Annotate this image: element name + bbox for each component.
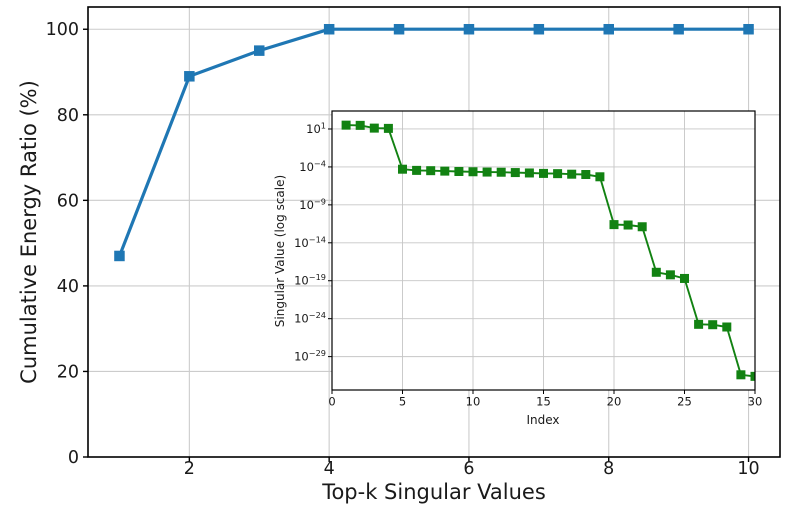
inset-y-tick-label: 10−29	[294, 348, 326, 364]
inset-data-marker	[355, 120, 365, 130]
inset-data-marker	[398, 164, 407, 174]
inset-x-tick-label: 15	[536, 395, 551, 409]
inset-y-tick-label: 10−19	[294, 272, 326, 288]
inset-y-axis-label: Singular Value (log scale)	[273, 175, 287, 327]
inset-y-tick-label: 10−14	[294, 234, 326, 250]
main-x-tick-label: 6	[463, 459, 474, 479]
inset-data-marker	[524, 168, 534, 178]
inset-data-marker	[708, 320, 718, 330]
main-y-tick-label: 20	[57, 362, 79, 382]
inset-x-tick-label: 25	[677, 395, 692, 409]
inset-x-tick-label: 10	[466, 395, 481, 409]
main-y-tick-label: 0	[68, 448, 79, 468]
main-y-tick-label: 80	[57, 106, 79, 126]
main-data-marker	[533, 23, 545, 35]
main-series	[114, 23, 754, 262]
inset-data-marker	[665, 270, 675, 280]
inset-data-marker	[581, 170, 591, 180]
main-data-marker	[603, 23, 614, 35]
main-x-axis-label: Top-k Singular Values	[321, 480, 546, 504]
inset-x-tick-label: 0	[328, 395, 335, 409]
inset-y-tick-label: 10−9	[299, 196, 326, 212]
inset-data-marker	[609, 220, 619, 230]
inset-data-marker	[736, 370, 746, 380]
main-data-marker	[184, 71, 195, 82]
inset-data-marker	[539, 168, 548, 178]
main-series-line	[117, 27, 751, 258]
inset-x-axis-label: Index	[526, 413, 559, 427]
inset-data-marker	[369, 123, 379, 133]
inset-data-marker	[595, 172, 605, 182]
inset-data-marker	[637, 222, 647, 232]
inset-data-marker	[412, 165, 422, 175]
inset-series	[341, 120, 755, 381]
main-data-marker	[393, 23, 405, 35]
inset-x-tick-label: 20	[607, 395, 622, 409]
inset-data-marker	[694, 319, 704, 329]
inset-data-marker	[482, 167, 492, 177]
inset-data-marker	[651, 267, 661, 277]
inset-data-marker	[440, 166, 450, 176]
inset-data-marker	[496, 167, 506, 177]
main-data-marker	[114, 250, 125, 262]
inset-data-marker	[750, 371, 755, 381]
inset-data-marker	[567, 169, 577, 179]
main-y-axis-label: Cumulative Energy Ratio (%)	[17, 80, 41, 384]
main-y-tick-label: 60	[57, 191, 79, 211]
inset-y-tick-label: 10−24	[294, 310, 326, 326]
main-x-tick-label: 4	[324, 459, 335, 479]
inset-data-marker	[680, 273, 689, 283]
main-y-tick-label: 100	[46, 20, 79, 40]
main-data-marker	[743, 23, 754, 35]
inset-data-marker	[454, 166, 464, 176]
inset-data-marker	[341, 120, 351, 130]
inset-x-tick-label: 30	[748, 395, 763, 409]
inset-data-marker	[722, 322, 732, 332]
inset-data-marker	[553, 169, 563, 179]
inset-y-tick-label: 101	[306, 120, 326, 136]
main-data-marker	[323, 23, 335, 35]
main-x-tick-label: 10	[737, 459, 759, 479]
inset-y-tick-label: 10−4	[299, 158, 326, 174]
inset-chart: 0 5 10 15 20 25 30 101 10−4 10−9 10−14 10−19 10−24 10…	[294, 110, 763, 409]
main-data-marker	[673, 23, 684, 35]
main-data-marker	[463, 23, 475, 35]
main-data-marker	[254, 45, 265, 56]
inset-data-marker	[510, 168, 520, 178]
inset-data-marker	[426, 166, 436, 176]
main-x-tick-label: 2	[184, 459, 195, 479]
inset-data-marker	[623, 220, 633, 230]
inset-data-marker	[383, 123, 393, 133]
main-x-tick-label: 8	[603, 459, 614, 479]
main-axes-spines	[87, 6, 781, 458]
inset-data-marker	[468, 167, 478, 177]
inset-x-tick-label: 5	[399, 395, 406, 409]
main-y-tick-label: 40	[57, 277, 79, 297]
